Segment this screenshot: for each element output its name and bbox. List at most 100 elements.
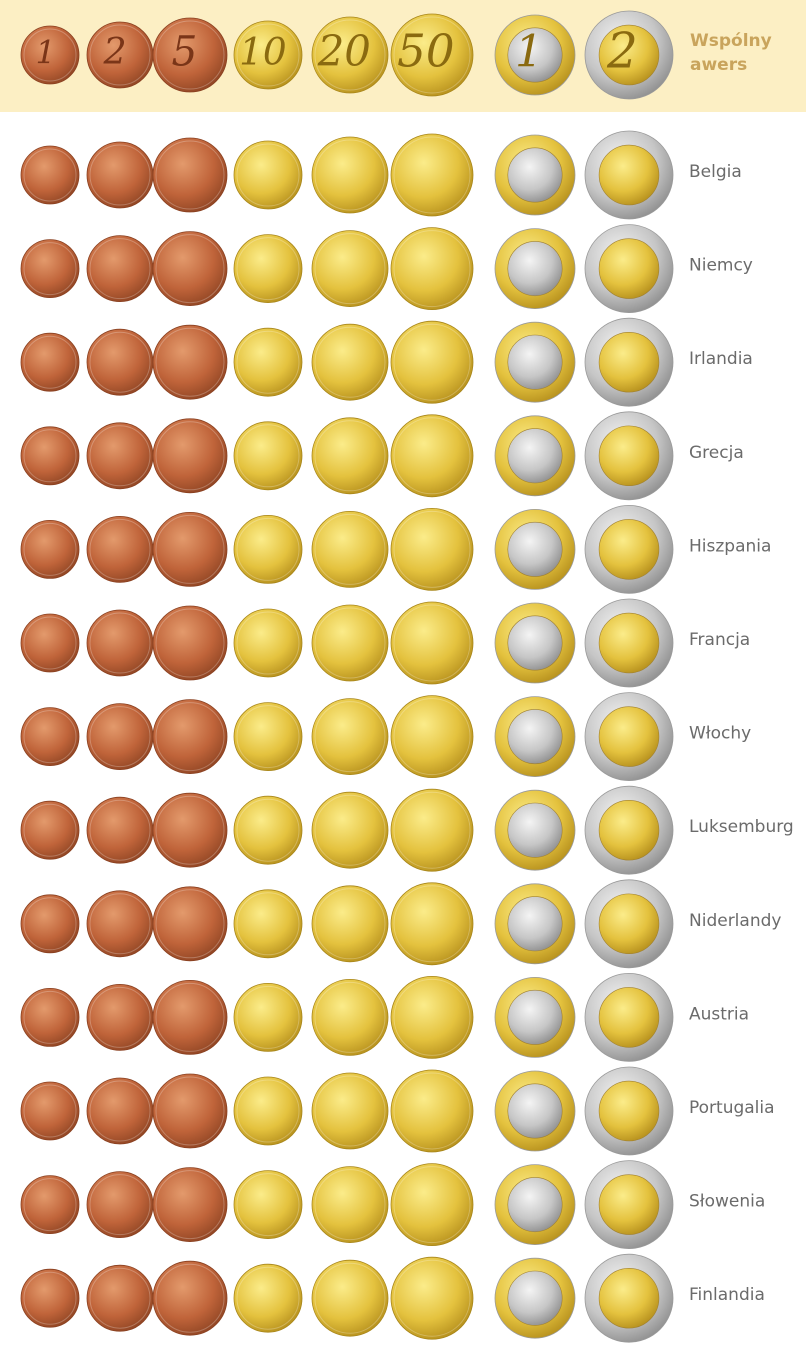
coin-rim	[236, 705, 300, 769]
coin-rim	[393, 791, 471, 869]
coin	[390, 1163, 474, 1246]
coin	[152, 17, 228, 93]
coin	[390, 414, 474, 498]
coin-rim	[155, 514, 225, 584]
coin	[86, 422, 154, 490]
coin	[311, 511, 389, 588]
coin-rim	[23, 990, 77, 1044]
coin-rim	[155, 982, 225, 1052]
coin	[20, 25, 80, 85]
coin-core	[598, 144, 660, 206]
coin	[233, 702, 303, 771]
coin-rim	[236, 237, 300, 301]
coin-core	[507, 428, 563, 484]
coin-core	[598, 612, 660, 674]
coin-rim	[23, 242, 77, 296]
coin-rim	[23, 429, 77, 483]
coin-rim	[314, 420, 386, 492]
coin-rim	[155, 421, 225, 491]
coin	[311, 136, 389, 214]
country-label: Irlandia	[689, 349, 753, 369]
country-label: Niemcy	[689, 256, 753, 276]
coin	[233, 1170, 303, 1239]
coin-denomination: 2	[103, 30, 127, 73]
coin	[311, 16, 389, 94]
coin	[152, 699, 228, 774]
coin-rim	[155, 234, 225, 304]
coin-rim	[236, 1079, 300, 1143]
coin-rim	[314, 19, 386, 91]
coin	[20, 800, 80, 860]
coin-denomination: 5	[172, 28, 198, 76]
coin-rim	[155, 795, 225, 865]
coin-rim	[393, 604, 471, 682]
coin-core	[598, 1174, 660, 1235]
coin-rim	[314, 326, 386, 398]
coin-rim	[314, 794, 386, 866]
coin-rim	[393, 698, 471, 776]
coin-rim	[393, 1072, 471, 1150]
coin	[152, 1167, 228, 1242]
coin-rim	[393, 136, 471, 214]
coin-core	[507, 1270, 563, 1326]
header-label-line: Wspólny	[690, 31, 772, 51]
coin-core	[598, 1267, 660, 1329]
coin	[152, 512, 228, 587]
coin	[86, 1171, 154, 1238]
coin-rim	[236, 985, 300, 1049]
coin	[390, 320, 474, 404]
coin-rim	[155, 20, 225, 90]
coin	[311, 885, 389, 963]
coin	[311, 417, 389, 495]
coin-denomination: 1	[36, 34, 56, 72]
coin-core	[598, 519, 660, 580]
coin	[86, 609, 154, 677]
coin	[20, 145, 80, 205]
country-label: Francja	[689, 630, 750, 650]
coin-rim	[393, 510, 471, 588]
coin-rim	[155, 889, 225, 959]
coin	[20, 1175, 80, 1234]
coin-core	[507, 27, 563, 83]
coin-rim	[23, 335, 77, 389]
coin	[311, 1072, 389, 1150]
coin	[390, 976, 474, 1059]
coin	[152, 605, 228, 681]
coin	[311, 230, 389, 308]
coin	[152, 792, 228, 868]
coin	[20, 520, 80, 579]
coin	[152, 137, 228, 213]
coin-rim	[314, 1262, 386, 1334]
coin-rim	[393, 323, 471, 401]
coin-rim	[89, 612, 151, 674]
coin-rim	[89, 1267, 151, 1329]
coin-rim	[89, 986, 151, 1048]
coin-core	[598, 425, 660, 487]
coin-rim	[236, 798, 300, 862]
coin-rim	[236, 1173, 300, 1237]
coin	[390, 601, 474, 685]
coin	[233, 20, 303, 90]
coin	[152, 231, 228, 307]
coin-rim	[393, 230, 471, 308]
coin-core	[507, 802, 563, 858]
coin-core	[507, 896, 563, 952]
header-label-text: Wspólny awers	[690, 31, 772, 75]
coin	[86, 1077, 154, 1145]
coin-denomination: 10	[239, 30, 287, 74]
coin-denomination: 2	[606, 24, 638, 80]
coin-rim	[314, 1075, 386, 1147]
coin	[233, 889, 303, 959]
coin-rim	[393, 417, 471, 495]
coin	[20, 1081, 80, 1141]
coin-rim	[23, 148, 77, 202]
coin-core	[598, 1080, 660, 1142]
header-label: Wspólny awers	[690, 31, 772, 75]
coin	[311, 604, 389, 682]
coin	[233, 327, 303, 397]
country-label: Luksemburg	[689, 817, 794, 837]
coin-rim	[236, 892, 300, 956]
header-label-line: awers	[690, 55, 747, 75]
coin	[152, 886, 228, 962]
coin-rim	[23, 710, 77, 764]
